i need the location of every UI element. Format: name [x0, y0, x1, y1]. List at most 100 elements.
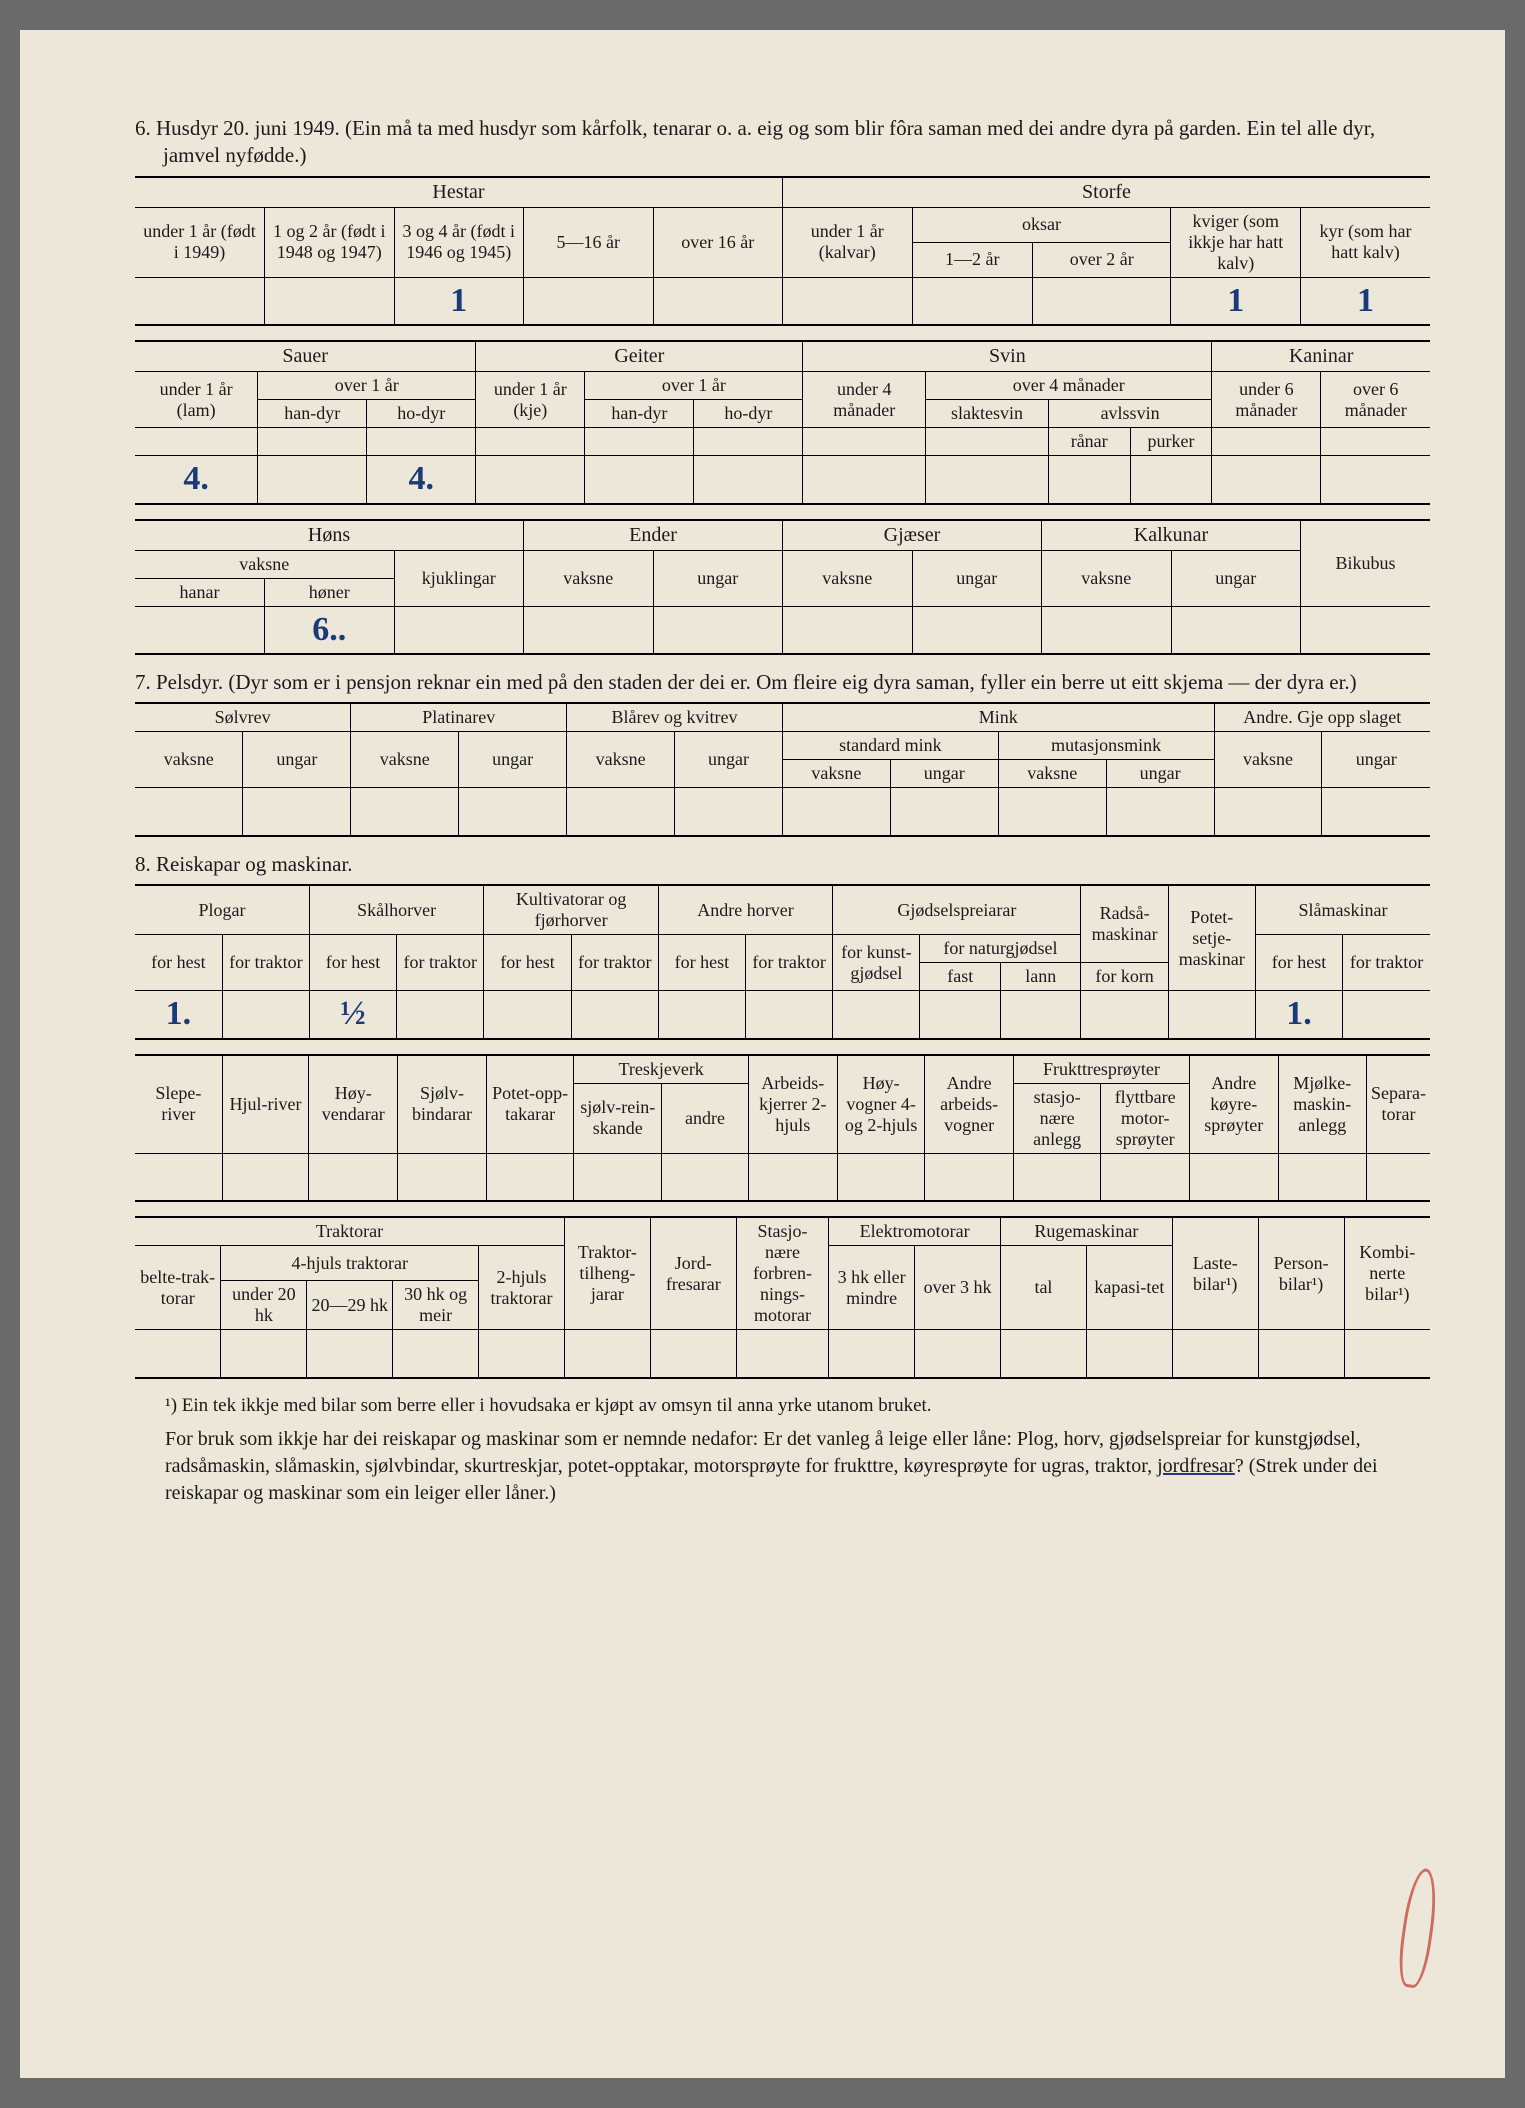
svin-over: over 4 månader [926, 372, 1212, 400]
s-c5: kyr (som har hatt kalv) [1320, 221, 1412, 262]
ah-t: for traktor [746, 935, 833, 991]
ah-h: for hest [658, 935, 745, 991]
hk3m: 3 hk eller mindre [829, 1246, 915, 1330]
equipment-table-1: Plogar Skålhorver Kultivatorar og fjørho… [135, 884, 1430, 1040]
hestar-3-4-value: 1 [450, 282, 467, 319]
potet: Potet-setje-maskinar [1168, 885, 1255, 991]
equipment-table-3: Traktorar Traktor-tilheng-jarar Jord-fre… [135, 1216, 1430, 1379]
pl-v: vaksne [351, 732, 459, 788]
potetopp: Potet-opp-takarar [486, 1055, 574, 1154]
kalkunar-hdr: Kalkunar [1042, 520, 1301, 551]
horses-cattle-table: Hestar Storfe under 1 år (født i 1949) 1… [135, 176, 1430, 327]
blarev: Blårev og kvitrev [567, 703, 783, 732]
s-c3: over 2 år [1070, 249, 1134, 269]
u20: under 20 hk [221, 1281, 307, 1330]
hko3: over 3 hk [915, 1246, 1001, 1330]
h-c1: under 1 år (født i 1949) [143, 221, 255, 262]
hoy: Høy-vendarar [309, 1055, 398, 1154]
sjolv: Sjølv-bindarar [398, 1055, 487, 1154]
kombi: Kombi-nerte bilar¹) [1344, 1217, 1430, 1330]
andreh: Andre horver [658, 885, 832, 935]
hoyv: Høy-vogner 4- og 2-hjuls [837, 1055, 925, 1154]
arbeids: Arbeids-kjerrer 2-hjuls [748, 1055, 837, 1154]
h30: 30 hk og meir [393, 1281, 479, 1330]
gjaeser-vaksne: vaksne [783, 550, 913, 606]
sauer-over: over 1 år [258, 372, 476, 400]
kyr-value: 1 [1357, 282, 1374, 319]
andre-t: andre [662, 1083, 749, 1153]
sv-u: ungar [243, 732, 351, 788]
svin-slakte: slaktesvin [926, 400, 1049, 428]
sauer-lam-value: 4. [183, 460, 209, 497]
body-text-underline: jordfresar [1157, 1455, 1235, 1477]
mutmink: mutasjonsmink [998, 732, 1214, 760]
svin-c1: under 4 månader [803, 372, 926, 428]
geiter-ho: ho-dyr [694, 400, 803, 428]
skal-hest-value: ½ [340, 995, 366, 1032]
kaninar-c2: over 6 månader [1321, 372, 1430, 428]
kap: kapasi-tet [1086, 1246, 1172, 1330]
plogar: Plogar [135, 885, 309, 935]
andre-pels: Andre. Gje opp slaget [1214, 703, 1430, 732]
ender-hdr: Ender [524, 520, 783, 551]
svin-purker: purker [1130, 428, 1212, 456]
ruge: Rugemaskinar [1001, 1217, 1173, 1246]
sep: Separa-torar [1366, 1055, 1430, 1154]
bl-u: ungar [675, 732, 783, 788]
sl-h: for hest [1255, 935, 1342, 991]
fast: fast [920, 963, 1001, 991]
platinarev: Platinarev [351, 703, 567, 732]
sk-h: for hest [309, 935, 396, 991]
hons-honer: høner [265, 578, 395, 606]
stasjforbr: Stasjo-nære forbren-nings-motorar [736, 1217, 828, 1330]
hons-kjuk: kjuklingar [394, 550, 524, 606]
ku-h: for hest [484, 935, 571, 991]
laste: Laste-bilar¹) [1172, 1217, 1258, 1330]
h-c3: 3 og 4 år (født i 1946 og 1945) [403, 221, 515, 262]
bl-v: vaksne [567, 732, 675, 788]
kaninar-hdr: Kaninar [1212, 341, 1430, 372]
traktorar: Traktorar [135, 1217, 564, 1246]
frukt: Frukttresprøyter [1013, 1055, 1189, 1084]
slamask: Slåmaskinar [1255, 885, 1430, 935]
stdmink: standard mink [782, 732, 998, 760]
hestar-header: Hestar [135, 177, 783, 208]
an-v: vaksne [1214, 732, 1322, 788]
mink-hdr: Mink [782, 703, 1214, 732]
h-c2: 1 og 2 år (født i 1948 og 1947) [273, 221, 385, 262]
ender-vaksne: vaksne [524, 550, 654, 606]
solvrev: Sølvrev [135, 703, 351, 732]
kalkunar-vaksne: vaksne [1042, 550, 1172, 606]
elektro: Elektromotorar [829, 1217, 1001, 1246]
stasj: stasjo-nære anlegg [1013, 1083, 1100, 1153]
sauer-hdr: Sauer [135, 341, 476, 372]
slepe: Slepe-river [135, 1055, 222, 1154]
svin-hdr: Svin [803, 341, 1212, 372]
geiter-over: over 1 år [585, 372, 803, 400]
sl-t: for traktor [1343, 935, 1430, 991]
geiter-c1: under 1 år (kje) [476, 372, 585, 428]
flytt: flyttbare motor-sprøyter [1101, 1083, 1190, 1153]
sm-u: ungar [890, 760, 998, 788]
census-form-page: 6. Husdyr 20. juni 1949. (Ein må ta med … [20, 30, 1505, 2078]
andrek: Andre køyre-sprøyter [1190, 1055, 1279, 1154]
sjolvrein: sjølv-rein-skande [574, 1083, 662, 1153]
forkorn: for korn [1081, 963, 1168, 991]
naturgj: for naturgjødsel [920, 935, 1081, 963]
hons-vaksne: vaksne [135, 550, 394, 578]
ku-t: for traktor [571, 935, 658, 991]
kalkunar-ungar: ungar [1171, 550, 1301, 606]
svin-ranar: rånar [1048, 428, 1130, 456]
sauer-han: han-dyr [258, 400, 367, 428]
sm-v: vaksne [782, 760, 890, 788]
pl-h: for hest [135, 935, 222, 991]
storfe-header: Storfe [783, 177, 1431, 208]
gjaeser-ungar: ungar [912, 550, 1042, 606]
pl-t: for traktor [222, 935, 309, 991]
jordf: Jord-fresarar [650, 1217, 736, 1330]
gjaeser-hdr: Gjæser [783, 520, 1042, 551]
belte: belte-trak-torar [135, 1246, 221, 1330]
kult: Kultivatorar og fjørhorver [484, 885, 658, 935]
section-8-title: 8. Reiskapar og maskinar. [135, 851, 1430, 878]
red-pencil-mark [1395, 1866, 1441, 1989]
